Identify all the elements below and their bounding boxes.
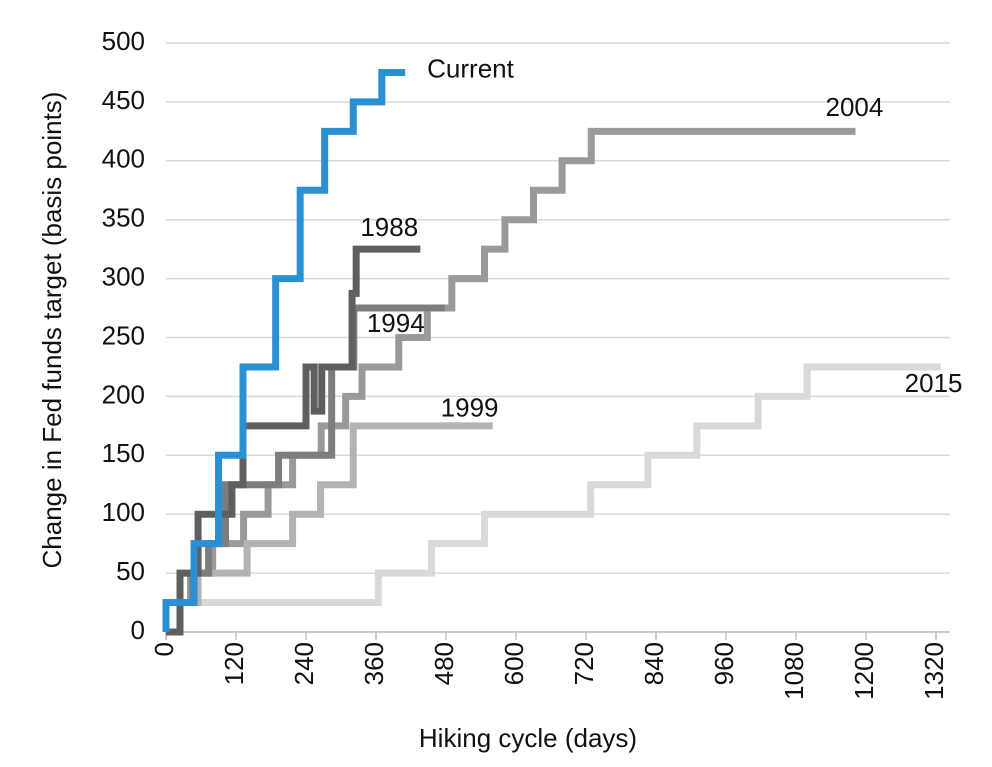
series-label: 2004 (826, 92, 884, 122)
series-line (166, 245, 421, 636)
x-tick-label: 840 (639, 642, 669, 685)
y-tick-label: 350 (102, 203, 145, 233)
y-tick-label: 100 (102, 497, 145, 527)
x-tick-label: 480 (429, 642, 459, 685)
x-tick-label: 240 (289, 642, 319, 685)
series-line (162, 68, 406, 632)
y-tick-label: 300 (102, 261, 145, 291)
x-tick-label: 0 (149, 642, 179, 656)
x-tick-label: 1080 (779, 642, 809, 700)
series-line (166, 422, 493, 607)
y-tick-label: 250 (102, 320, 145, 350)
x-axis-title: Hiking cycle (days) (419, 723, 637, 753)
y-tick-label: 500 (102, 26, 145, 56)
series-label: 1988 (360, 212, 418, 242)
x-tick-label: 1320 (919, 642, 949, 700)
x-tick-label: 600 (499, 642, 529, 685)
series-label: 1999 (441, 393, 499, 423)
y-tick-label: 150 (102, 438, 145, 468)
x-tick-label: 720 (569, 642, 599, 685)
y-tick-label: 200 (102, 379, 145, 409)
series-label: Current (427, 53, 514, 83)
series-label: 1994 (367, 308, 425, 338)
series-label: 2015 (905, 368, 963, 398)
x-tick-label: 120 (219, 642, 249, 685)
series-line (166, 363, 941, 607)
y-tick-label: 400 (102, 144, 145, 174)
x-tick-label: 360 (359, 642, 389, 685)
x-tick-label: 960 (709, 642, 739, 685)
series-line (166, 127, 856, 607)
y-tick-label: 450 (102, 85, 145, 115)
y-tick-label: 0 (131, 615, 145, 645)
y-axis-title: Change in Fed funds target (basis points… (37, 92, 67, 569)
y-tick-label: 50 (116, 556, 145, 586)
x-tick-label: 1200 (849, 642, 879, 700)
